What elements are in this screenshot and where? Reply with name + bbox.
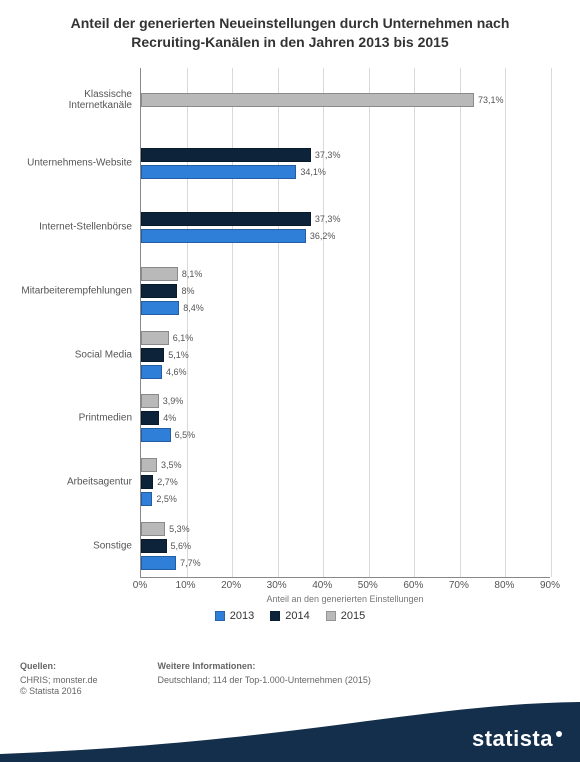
bar-value-label: 4% <box>159 411 176 425</box>
bar <box>141 148 311 162</box>
grid-line <box>278 68 279 577</box>
x-tick-label: 50% <box>358 580 378 591</box>
grid-line <box>187 68 188 577</box>
bar-value-label: 2,5% <box>152 492 177 506</box>
bar-value-label: 8% <box>177 284 194 298</box>
grid-line <box>460 68 461 577</box>
legend: 2013 2014 2015 <box>20 610 560 624</box>
info-title: Weitere Informationen: <box>158 661 371 673</box>
statista-logo: statista <box>472 726 562 752</box>
bar <box>141 301 179 315</box>
bar-value-label: 6,5% <box>171 428 196 442</box>
bar-value-label: 37,3% <box>311 212 341 226</box>
x-tick-label: 30% <box>267 580 287 591</box>
grid-line <box>551 68 552 577</box>
bar-value-label: 5,3% <box>165 522 190 536</box>
x-tick-label: 40% <box>312 580 332 591</box>
bar <box>141 267 178 281</box>
legend-item: 2014 <box>270 610 309 622</box>
legend-swatch <box>215 611 225 621</box>
bar-value-label: 4,6% <box>162 365 187 379</box>
bar <box>141 165 296 179</box>
category-label: Sonstige <box>20 540 132 551</box>
grid-line <box>232 68 233 577</box>
chart-area: 73,1% 37,3% 34,1% 37,3% 36,2% 8,1% 8% 8,4% 6,1% 5… <box>20 68 560 628</box>
bar <box>141 428 171 442</box>
plot-region: 73,1% 37,3% 34,1% 37,3% 36,2% 8,1% 8% 8,4% 6,1% 5… <box>140 68 550 578</box>
bar <box>141 212 311 226</box>
category-label: Internet-Stellenbörse <box>20 222 132 233</box>
bar <box>141 475 153 489</box>
info-block: Weitere Informationen: Deutschland; 114 … <box>158 661 371 698</box>
bar <box>141 284 177 298</box>
bar <box>141 348 164 362</box>
bar-value-label: 8,4% <box>179 301 204 315</box>
bar-value-label: 36,2% <box>306 229 336 243</box>
bar <box>141 556 176 570</box>
x-tick-label: 70% <box>449 580 469 591</box>
legend-label: 2014 <box>285 610 309 622</box>
bar <box>141 331 169 345</box>
category-label: Arbeitsagentur <box>20 477 132 488</box>
grid-line <box>323 68 324 577</box>
bar <box>141 394 159 408</box>
x-axis-title: Anteil an den generierten Einstellungen <box>140 594 550 604</box>
sources-title: Quellen: <box>20 661 98 673</box>
x-tick-label: 0% <box>133 580 147 591</box>
sources-copyright: © Statista 2016 <box>20 686 98 698</box>
category-label: Klassische Internetkanäle <box>20 89 132 111</box>
bar-value-label: 8,1% <box>178 267 203 281</box>
bar-value-label: 5,6% <box>167 539 192 553</box>
footer: Quellen: CHRIS; monster.de © Statista 20… <box>0 655 580 762</box>
bar-value-label: 7,7% <box>176 556 201 570</box>
x-tick-label: 80% <box>494 580 514 591</box>
bar-value-label: 3,9% <box>159 394 184 408</box>
category-label: Printmedien <box>20 413 132 424</box>
legend-label: 2013 <box>230 610 254 622</box>
x-tick-label: 60% <box>403 580 423 591</box>
logo-text: statista <box>472 726 553 752</box>
bar <box>141 229 306 243</box>
grid-line <box>505 68 506 577</box>
category-label: Unternehmens-Website <box>20 158 132 169</box>
bar <box>141 458 157 472</box>
brand-swoosh: statista <box>0 702 580 762</box>
legend-swatch <box>270 611 280 621</box>
sources-line: CHRIS; monster.de <box>20 675 98 687</box>
category-label: Mitarbeiterempfehlungen <box>20 285 132 296</box>
legend-item: 2015 <box>326 610 365 622</box>
legend-item: 2013 <box>215 610 254 622</box>
grid-line <box>414 68 415 577</box>
legend-label: 2015 <box>341 610 365 622</box>
sources-block: Quellen: CHRIS; monster.de © Statista 20… <box>20 661 98 698</box>
bar-value-label: 34,1% <box>296 165 326 179</box>
bar <box>141 492 152 506</box>
bar <box>141 365 162 379</box>
chart-title: Anteil der generierten Neueinstellungen … <box>0 0 580 58</box>
bar <box>141 522 165 536</box>
bar-value-label: 73,1% <box>474 93 504 107</box>
logo-dot-icon <box>556 731 562 737</box>
bar-value-label: 37,3% <box>311 148 341 162</box>
bar <box>141 93 474 107</box>
legend-swatch <box>326 611 336 621</box>
bar <box>141 411 159 425</box>
info-line: Deutschland; 114 der Top-1.000-Unternehm… <box>158 675 371 687</box>
bar-value-label: 2,7% <box>153 475 178 489</box>
bar-value-label: 3,5% <box>157 458 182 472</box>
bar <box>141 539 167 553</box>
x-tick-label: 90% <box>540 580 560 591</box>
grid-line <box>369 68 370 577</box>
bar-value-label: 5,1% <box>164 348 189 362</box>
bar-value-label: 6,1% <box>169 331 194 345</box>
category-label: Social Media <box>20 349 132 360</box>
x-tick-label: 10% <box>176 580 196 591</box>
x-tick-label: 20% <box>221 580 241 591</box>
